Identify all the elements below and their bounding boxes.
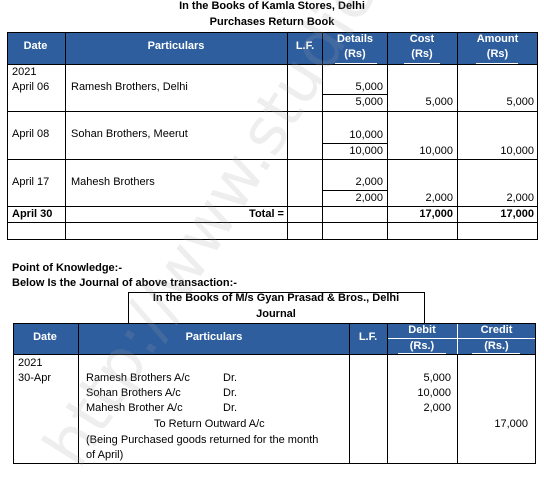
row-cost: 10,000 xyxy=(419,145,453,157)
header-cost: Cost xyxy=(388,33,456,45)
header-amount-unit: (Rs) xyxy=(458,48,537,60)
journal-header-debit-unit: (Rs.) xyxy=(388,340,456,352)
credit-account: To Return Outward A/c xyxy=(154,418,265,430)
row-detail-2: 10,000 xyxy=(349,145,383,157)
header-lf: L.F. xyxy=(288,40,322,52)
entry-dr: Dr. xyxy=(223,387,238,399)
header-details-unit: (Rs) xyxy=(323,48,387,60)
top-year: 2021 xyxy=(12,66,37,78)
journal-title-1: In the Books of M/s Gyan Prasad & Bros.,… xyxy=(152,292,400,304)
total-date: April 30 xyxy=(12,208,53,220)
journal-date: 30-Apr xyxy=(18,372,52,384)
row-cost: 5,000 xyxy=(425,96,453,108)
narration-line-2: of April) xyxy=(86,449,124,461)
entry-debit: 2,000 xyxy=(423,402,451,414)
row-date: April 06 xyxy=(12,81,50,93)
entry-account: Sohan Brothers A/c xyxy=(86,387,181,399)
top-title-1: In the Books of Kamla Stores, Delhi xyxy=(179,0,365,12)
entry-account: Mahesh Brother A/c xyxy=(86,402,183,414)
row-detail-2: 2,000 xyxy=(355,192,383,204)
journal-title-2: Journal xyxy=(256,308,296,320)
row-particulars: Ramesh Brothers, Delhi xyxy=(71,81,188,93)
narration-line-1: (Being Purchased goods returned for the … xyxy=(86,434,319,446)
journal-header-debit: Debit xyxy=(388,324,456,336)
journal-year: 2021 xyxy=(18,357,43,369)
header-particulars: Particulars xyxy=(66,40,286,52)
top-title-2: Purchases Return Book xyxy=(209,16,335,28)
header-cost-unit: (Rs) xyxy=(388,48,456,60)
entry-dr: Dr. xyxy=(223,372,238,384)
row-particulars: Mahesh Brothers xyxy=(71,176,155,188)
total-cost: 17,000 xyxy=(419,208,453,220)
journal-header-date: Date xyxy=(13,331,77,343)
entry-debit: 5,000 xyxy=(423,372,451,384)
row-detail-2: 5,000 xyxy=(355,96,383,108)
header-date: Date xyxy=(7,40,64,52)
header-amount: Amount xyxy=(458,33,537,45)
journal-header-particulars: Particulars xyxy=(79,331,349,343)
journal-intro: Below Is the Journal of above transactio… xyxy=(12,277,237,289)
row-date: April 08 xyxy=(12,128,50,140)
row-detail-1: 10,000 xyxy=(349,129,383,141)
entry-dr: Dr. xyxy=(223,402,238,414)
row-date: April 17 xyxy=(12,176,50,188)
row-cost: 2,000 xyxy=(425,192,453,204)
credit-amount: 17,000 xyxy=(494,418,528,430)
row-particulars: Sohan Brothers, Meerut xyxy=(71,128,188,140)
entry-debit: 10,000 xyxy=(417,387,451,399)
journal-header-credit-unit: (Rs.) xyxy=(458,340,535,352)
header-details: Details xyxy=(323,33,387,45)
total-label: Total = xyxy=(249,208,284,220)
total-amount: 17,000 xyxy=(500,208,534,220)
row-detail-1: 2,000 xyxy=(355,176,383,188)
entry-account: Ramesh Brothers A/c xyxy=(86,372,190,384)
point-of-knowledge: Point of Knowledge:- xyxy=(12,262,122,274)
row-amount: 5,000 xyxy=(506,96,534,108)
row-amount: 2,000 xyxy=(506,192,534,204)
row-detail-1: 5,000 xyxy=(355,81,383,93)
journal-header-lf: L.F. xyxy=(350,331,386,343)
journal-header-credit: Credit xyxy=(458,324,535,336)
row-amount: 10,000 xyxy=(500,145,534,157)
